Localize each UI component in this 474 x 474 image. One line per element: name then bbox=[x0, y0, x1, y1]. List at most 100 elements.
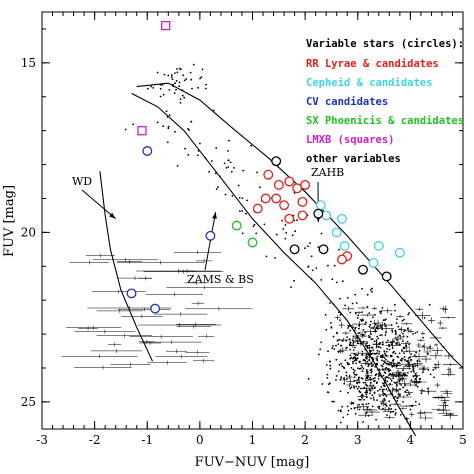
field-star bbox=[245, 212, 247, 215]
field-star bbox=[343, 367, 346, 369]
field-star bbox=[381, 341, 384, 344]
variable-marker-rr-lyrae-candidates bbox=[273, 179, 284, 190]
field-star bbox=[410, 370, 413, 373]
field-star bbox=[282, 228, 285, 230]
field-star-error-bar bbox=[185, 350, 210, 355]
field-star-error-bar bbox=[418, 366, 428, 372]
field-star bbox=[348, 343, 351, 346]
field-star bbox=[377, 377, 380, 380]
field-star bbox=[388, 407, 390, 410]
field-star bbox=[327, 350, 329, 353]
field-star bbox=[317, 246, 320, 249]
field-star bbox=[383, 388, 385, 391]
field-star bbox=[340, 344, 342, 347]
tick-labels: -3 -2 -1 0 1 2 3 4 5 15 20 25 bbox=[21, 56, 467, 447]
field-star bbox=[367, 402, 370, 405]
legend-item-sx-phoenicis: SX Phoenicis & candidates bbox=[306, 115, 464, 127]
field-star-error-bar bbox=[96, 333, 153, 338]
field-star bbox=[357, 376, 360, 379]
field-star bbox=[419, 378, 422, 380]
field-star bbox=[397, 356, 400, 358]
field-star bbox=[369, 382, 372, 384]
field-star bbox=[320, 279, 323, 281]
field-star bbox=[341, 340, 344, 342]
wd-cooling-sequence bbox=[99, 171, 153, 362]
field-star bbox=[373, 392, 376, 394]
field-star bbox=[253, 223, 256, 226]
field-star bbox=[379, 334, 381, 337]
field-star bbox=[354, 311, 357, 314]
field-star bbox=[350, 386, 353, 389]
field-star bbox=[412, 367, 415, 370]
field-star bbox=[358, 408, 361, 411]
field-star bbox=[335, 375, 338, 377]
field-star bbox=[331, 278, 334, 281]
field-star-error-bar bbox=[355, 337, 360, 344]
field-star-error-bar bbox=[367, 345, 372, 351]
field-star-error-bar bbox=[443, 305, 449, 314]
field-star bbox=[384, 399, 386, 401]
field-star bbox=[360, 394, 363, 397]
field-star bbox=[339, 297, 341, 300]
field-star bbox=[338, 364, 341, 366]
field-star bbox=[365, 403, 368, 406]
field-star bbox=[361, 403, 364, 406]
field-star bbox=[359, 360, 361, 363]
field-star bbox=[181, 94, 184, 97]
field-star-error-bar bbox=[154, 312, 208, 317]
field-star-error-bar bbox=[374, 321, 391, 329]
field-star-error-bar bbox=[395, 374, 403, 379]
field-star-error-bar bbox=[432, 396, 446, 400]
x-tick-label: 3 bbox=[354, 433, 362, 447]
field-star-error-bar bbox=[74, 365, 132, 370]
field-star-error-bar bbox=[420, 355, 432, 363]
field-star-error-bar bbox=[192, 358, 215, 363]
field-star bbox=[346, 413, 349, 416]
field-star bbox=[132, 123, 135, 126]
field-star bbox=[380, 326, 383, 329]
field-star-error-bar bbox=[419, 388, 425, 393]
field-star bbox=[362, 381, 365, 384]
field-star bbox=[311, 269, 314, 272]
field-star bbox=[391, 365, 394, 368]
variable-marker-cv-candidates bbox=[150, 303, 161, 314]
field-star bbox=[403, 330, 405, 333]
field-star-error-bar bbox=[401, 348, 418, 354]
field-star bbox=[413, 354, 416, 357]
field-star-error-bar bbox=[399, 405, 413, 408]
x-tick-label: 0 bbox=[196, 433, 204, 447]
field-star bbox=[385, 331, 387, 334]
field-star-error-bar bbox=[420, 387, 437, 396]
field-star bbox=[329, 302, 331, 304]
field-star bbox=[374, 313, 376, 316]
field-star bbox=[370, 327, 373, 329]
field-star bbox=[168, 89, 171, 91]
field-star bbox=[230, 170, 233, 173]
field-star bbox=[364, 391, 367, 394]
y-tick-label: 25 bbox=[21, 395, 36, 409]
field-star-error-bar bbox=[356, 311, 362, 315]
field-star bbox=[309, 242, 311, 245]
field-star bbox=[406, 335, 409, 338]
field-star bbox=[353, 376, 356, 378]
field-star-error-bar bbox=[384, 415, 395, 420]
field-star-error-bar bbox=[386, 383, 394, 387]
field-star bbox=[265, 255, 268, 258]
field-star-error-bar bbox=[371, 307, 377, 310]
field-star bbox=[391, 331, 394, 333]
field-star bbox=[192, 63, 195, 66]
field-star bbox=[357, 378, 360, 380]
field-star bbox=[362, 341, 365, 344]
field-star bbox=[319, 348, 322, 351]
variable-marker-rr-lyrae-candidates bbox=[252, 203, 263, 214]
field-star-error-bar bbox=[342, 331, 350, 335]
field-star bbox=[414, 378, 417, 380]
field-star bbox=[384, 334, 387, 336]
field-star bbox=[225, 167, 228, 169]
field-star-error-bar bbox=[147, 360, 187, 365]
field-star-error-bar bbox=[359, 386, 374, 391]
field-star bbox=[369, 369, 372, 371]
field-star bbox=[341, 405, 344, 408]
field-star bbox=[406, 374, 408, 377]
field-star-error-bar bbox=[438, 411, 455, 416]
